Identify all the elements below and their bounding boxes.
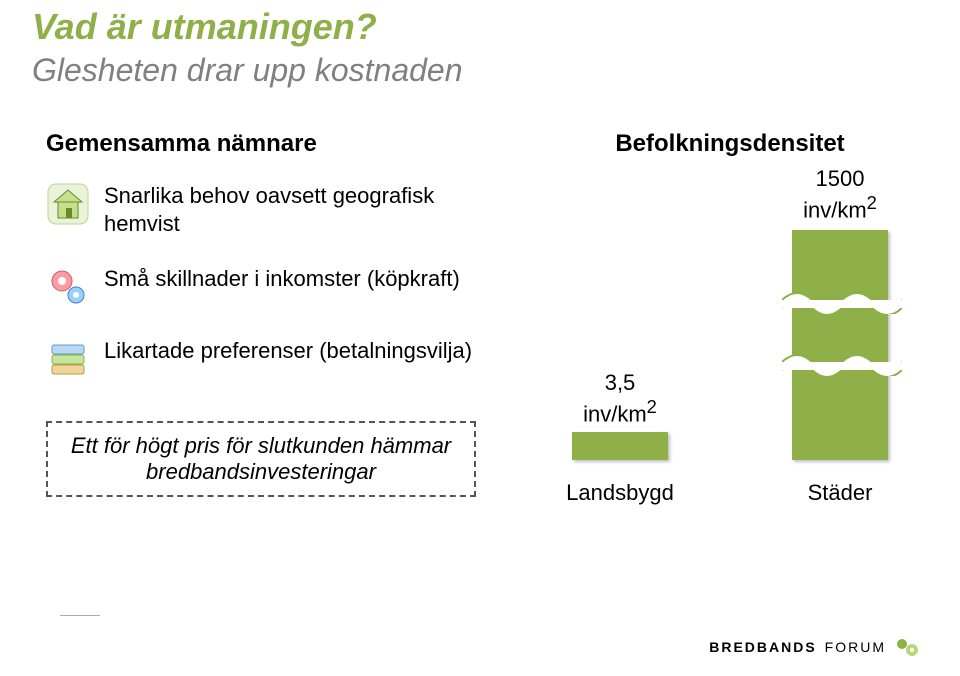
left-column: Gemensamma nämnare Snarlika behov oavset… [46, 130, 476, 497]
list-item: Snarlika behov oavsett geografisk hemvis… [46, 182, 476, 237]
stack-icon [46, 337, 90, 381]
bar-cities [792, 230, 888, 460]
logo-mark-icon [894, 636, 920, 658]
density-chart: Befolkningsdensitet 1500 inv/km2 3,5 inv… [530, 130, 930, 590]
list-item-text: Likartade preferenser (betalningsvilja) [104, 337, 472, 365]
gears-icon [46, 265, 90, 309]
list-item: Likartade preferenser (betalningsvilja) [46, 337, 476, 381]
logo-text: FORUM [825, 639, 886, 655]
slide-title: Vad är utmaningen? [32, 6, 377, 48]
slide-subtitle: Glesheten drar upp kostnaden [32, 52, 463, 89]
bar-countryside [572, 432, 668, 460]
bar-value-label: 1500 inv/km2 [780, 166, 900, 224]
axis-break-icon [782, 286, 902, 314]
footer-divider [60, 615, 100, 616]
axis-break-icon [782, 348, 902, 376]
left-heading: Gemensamma nämnare [46, 130, 476, 158]
chart-heading: Befolkningsdensitet [530, 130, 930, 158]
bar-category-label: Landsbygd [550, 480, 690, 506]
bar-category-label: Städer [780, 480, 900, 506]
callout-box: Ett för högt pris för slutkunden hämmar … [46, 421, 476, 497]
house-icon [46, 182, 90, 226]
list-item-text: Små skillnader i inkomster (köpkraft) [104, 265, 460, 293]
list-item: Små skillnader i inkomster (köpkraft) [46, 265, 476, 309]
bar-value-label: 3,5 inv/km2 [560, 370, 680, 428]
brand-logo: BREDBANDS FORUM [709, 636, 920, 658]
list-item-text: Snarlika behov oavsett geografisk hemvis… [104, 182, 476, 237]
logo-text: BREDBANDS [709, 639, 816, 655]
